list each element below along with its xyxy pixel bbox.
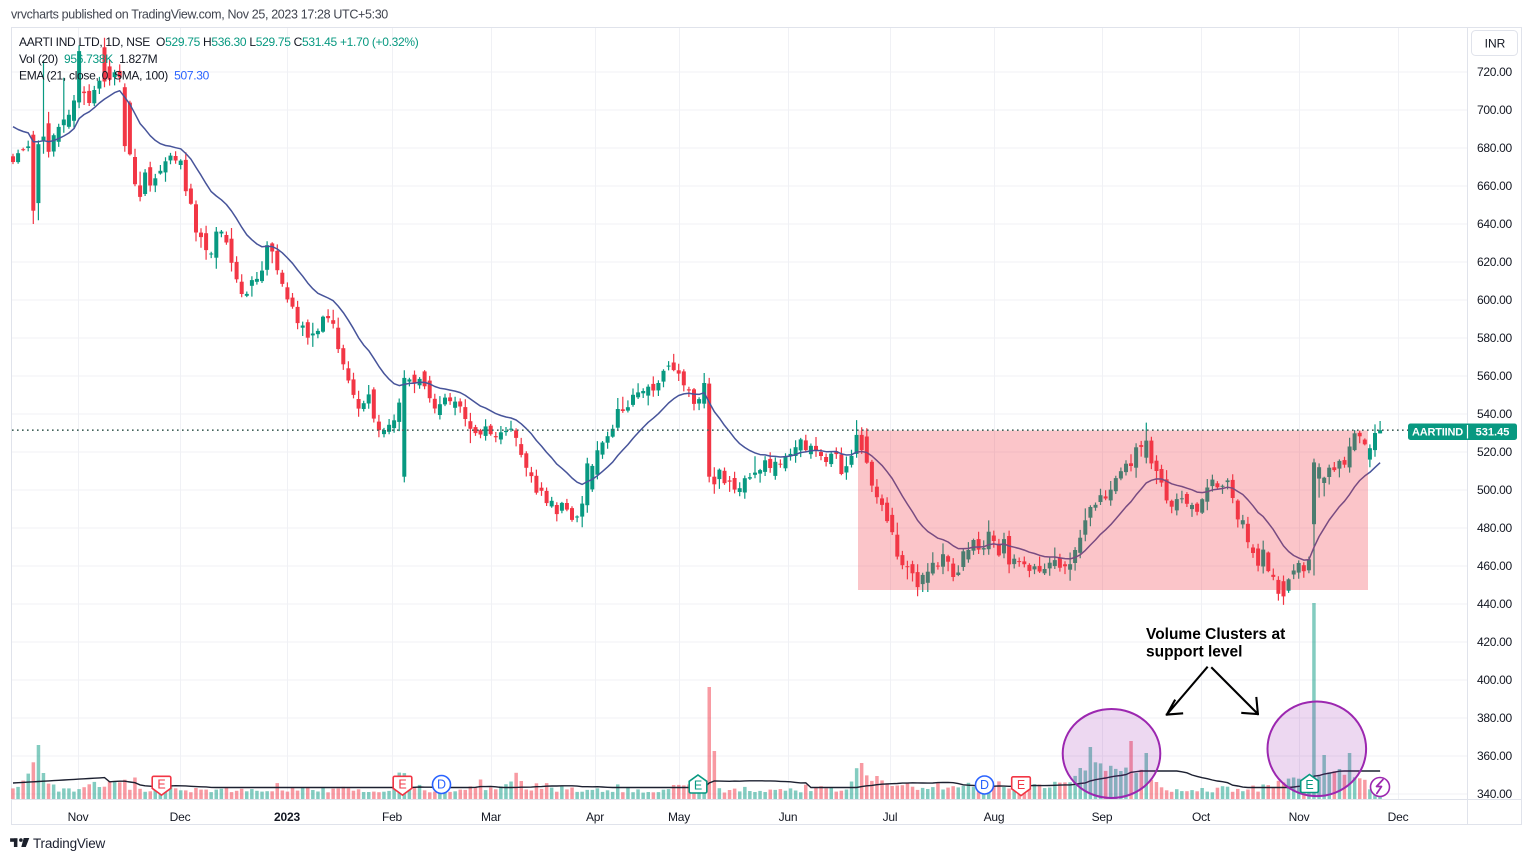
svg-text:EMA (21, close, 0, SMA, 100): EMA (21, close, 0, SMA, 100) 507.30 [19, 68, 210, 82]
svg-text:Oct: Oct [1192, 810, 1211, 824]
svg-text:Apr: Apr [586, 810, 604, 824]
svg-text:Aug: Aug [984, 810, 1005, 824]
svg-text:D: D [437, 778, 446, 792]
svg-text:E: E [398, 778, 406, 792]
svg-text:support level: support level [1146, 644, 1242, 661]
svg-text:Vol (20) 956.738K 1.827M: Vol (20) 956.738K 1.827M [19, 52, 158, 66]
svg-text:460.00: 460.00 [1477, 559, 1513, 573]
svg-text:520.00: 520.00 [1477, 445, 1513, 459]
svg-text:700.00: 700.00 [1477, 103, 1513, 117]
svg-text:May: May [668, 810, 690, 824]
svg-text:TradingView: TradingView [33, 836, 106, 851]
svg-text:INR: INR [1485, 37, 1506, 51]
svg-text:620.00: 620.00 [1477, 255, 1513, 269]
svg-text:E: E [1017, 778, 1025, 792]
svg-text:640.00: 640.00 [1477, 217, 1513, 231]
svg-text:440.00: 440.00 [1477, 597, 1513, 611]
svg-text:D: D [980, 778, 989, 792]
svg-text:480.00: 480.00 [1477, 521, 1513, 535]
svg-text:2023: 2023 [274, 810, 300, 824]
svg-text:360.00: 360.00 [1477, 749, 1513, 763]
svg-text:AARTI IND LTD, 1D, NSE O529.7: AARTI IND LTD, 1D, NSE O529.75 H536.30 L… [19, 35, 419, 49]
svg-text:531.45: 531.45 [1476, 427, 1510, 439]
svg-text:Mar: Mar [481, 810, 501, 824]
svg-text:380.00: 380.00 [1477, 711, 1513, 725]
svg-text:AARTIIND: AARTIIND [1412, 427, 1463, 439]
svg-text:E: E [157, 778, 165, 792]
svg-text:420.00: 420.00 [1477, 635, 1513, 649]
svg-text:E: E [694, 779, 702, 793]
svg-text:560.00: 560.00 [1477, 369, 1513, 383]
svg-text:Nov: Nov [68, 810, 89, 824]
svg-text:580.00: 580.00 [1477, 331, 1513, 345]
svg-text:660.00: 660.00 [1477, 179, 1513, 193]
svg-text:500.00: 500.00 [1477, 483, 1513, 497]
svg-text:340.00: 340.00 [1477, 787, 1513, 801]
svg-text:400.00: 400.00 [1477, 673, 1513, 687]
svg-text:vrvcharts published on Trading: vrvcharts published on TradingView.com, … [11, 8, 388, 22]
svg-text:Jul: Jul [883, 810, 898, 824]
svg-text:Jun: Jun [779, 810, 798, 824]
svg-text:540.00: 540.00 [1477, 407, 1513, 421]
svg-text:Volume Clusters at: Volume Clusters at [1146, 626, 1285, 643]
svg-text:Dec: Dec [1388, 810, 1409, 824]
svg-text:Feb: Feb [382, 810, 403, 824]
svg-text:600.00: 600.00 [1477, 293, 1513, 307]
svg-text:Dec: Dec [170, 810, 191, 824]
svg-text:680.00: 680.00 [1477, 141, 1513, 155]
svg-text:720.00: 720.00 [1477, 65, 1513, 79]
svg-text:E: E [1305, 778, 1313, 792]
svg-text:Nov: Nov [1289, 810, 1310, 824]
svg-text:Sep: Sep [1092, 810, 1113, 824]
